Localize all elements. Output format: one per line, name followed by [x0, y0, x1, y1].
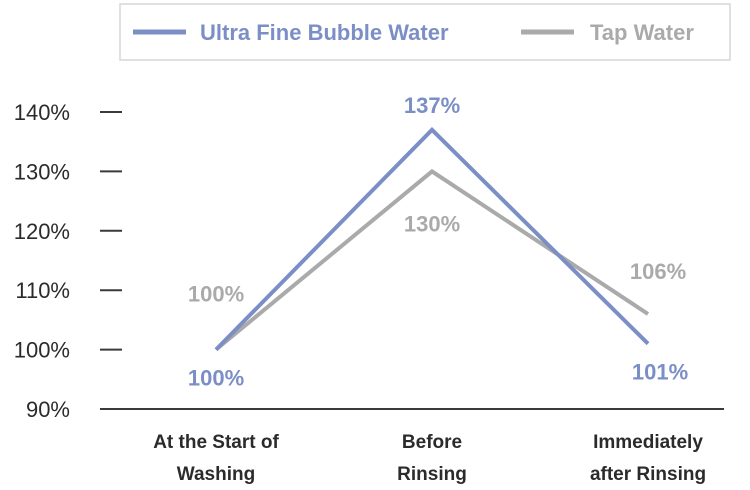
data-labels: 100% 137% 101% 100% 130% 106%	[188, 93, 688, 391]
y-tick-label: 140%	[14, 100, 70, 125]
x-tick-label: Before	[402, 432, 462, 453]
data-label: 101%	[632, 360, 688, 385]
y-tick-label: 110%	[15, 278, 70, 303]
legend-label-tap-water: Tap Water	[590, 20, 694, 45]
data-label: 100%	[188, 282, 244, 307]
legend-label-ultra-fine-bubble-water: Ultra Fine Bubble Water	[200, 20, 449, 45]
series-line-tap-water	[214, 168, 650, 352]
data-label: 106%	[630, 259, 686, 284]
y-tick-label: 130%	[14, 159, 70, 184]
x-tick-label: At the Start of	[153, 432, 279, 453]
y-tick-label: 100%	[14, 338, 70, 363]
x-tick-label: Rinsing	[397, 464, 467, 485]
series-lines	[214, 126, 650, 352]
x-tick-label: Washing	[177, 464, 255, 485]
y-tick-label: 90%	[26, 397, 70, 422]
y-axis: 90% 100% 110% 120% 130% 140%	[14, 100, 122, 422]
data-label: 100%	[188, 366, 244, 391]
x-axis-labels: At the Start of Washing Before Rinsing Immed…	[153, 432, 706, 485]
data-label: 130%	[404, 211, 460, 236]
series-line-ultra-fine-bubble-water	[214, 126, 650, 352]
y-tick-label: 120%	[14, 219, 70, 244]
legend-box	[119, 3, 731, 61]
x-tick-label: after Rinsing	[590, 464, 706, 485]
x-tick-label: Immediately	[593, 432, 703, 453]
data-label: 137%	[404, 93, 460, 118]
